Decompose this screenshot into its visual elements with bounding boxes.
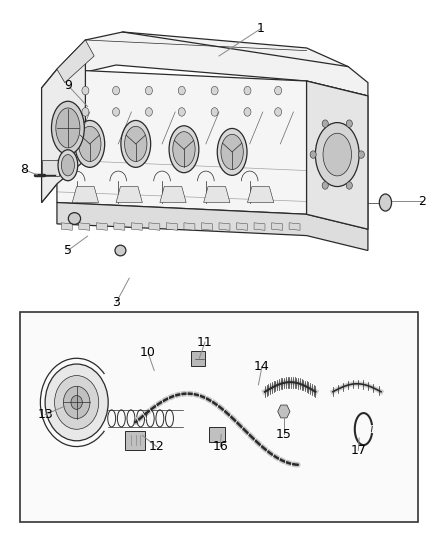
Circle shape	[82, 108, 89, 116]
Text: 9: 9	[64, 79, 72, 92]
Ellipse shape	[78, 126, 101, 161]
Polygon shape	[116, 187, 142, 203]
Polygon shape	[61, 223, 72, 230]
Ellipse shape	[61, 155, 74, 176]
Circle shape	[275, 86, 282, 95]
Circle shape	[82, 86, 89, 95]
Ellipse shape	[379, 194, 392, 211]
Polygon shape	[272, 223, 283, 230]
Ellipse shape	[173, 132, 195, 167]
Text: 17: 17	[350, 444, 366, 457]
Polygon shape	[72, 187, 99, 203]
Polygon shape	[57, 203, 368, 251]
Text: 14: 14	[254, 360, 270, 373]
Circle shape	[346, 120, 352, 127]
Circle shape	[322, 120, 328, 127]
Ellipse shape	[221, 134, 244, 169]
Circle shape	[55, 376, 99, 429]
Ellipse shape	[58, 150, 78, 181]
Polygon shape	[278, 405, 290, 418]
Text: 2: 2	[418, 195, 426, 208]
Circle shape	[145, 86, 152, 95]
Circle shape	[358, 151, 364, 158]
FancyBboxPatch shape	[191, 351, 205, 366]
Polygon shape	[219, 223, 230, 230]
Circle shape	[310, 151, 316, 158]
Ellipse shape	[115, 245, 126, 256]
Circle shape	[113, 86, 120, 95]
Circle shape	[322, 182, 328, 189]
Polygon shape	[247, 187, 274, 203]
Circle shape	[178, 108, 185, 116]
Circle shape	[64, 386, 90, 418]
Circle shape	[211, 86, 218, 95]
Polygon shape	[42, 40, 85, 203]
Polygon shape	[307, 81, 368, 229]
Ellipse shape	[323, 133, 351, 176]
Polygon shape	[237, 223, 247, 230]
Circle shape	[113, 108, 120, 116]
Circle shape	[178, 86, 185, 95]
Circle shape	[346, 182, 352, 189]
Ellipse shape	[217, 128, 247, 175]
Circle shape	[71, 395, 82, 409]
Circle shape	[45, 364, 108, 441]
Polygon shape	[57, 32, 368, 97]
FancyBboxPatch shape	[20, 312, 418, 522]
Polygon shape	[57, 40, 94, 83]
Polygon shape	[42, 69, 57, 203]
Text: 13: 13	[37, 408, 53, 421]
Polygon shape	[96, 223, 107, 230]
Text: 12: 12	[149, 440, 165, 453]
Ellipse shape	[56, 108, 80, 148]
Polygon shape	[131, 223, 142, 230]
Polygon shape	[42, 160, 59, 176]
Circle shape	[244, 108, 251, 116]
Polygon shape	[57, 69, 307, 214]
Ellipse shape	[52, 101, 84, 155]
Ellipse shape	[68, 213, 81, 224]
Polygon shape	[201, 223, 212, 230]
FancyBboxPatch shape	[209, 427, 225, 442]
Text: 3: 3	[112, 296, 120, 309]
Text: 8: 8	[20, 163, 28, 176]
Polygon shape	[160, 187, 186, 203]
Polygon shape	[307, 81, 368, 229]
Circle shape	[244, 86, 251, 95]
Polygon shape	[79, 223, 90, 230]
Ellipse shape	[75, 120, 105, 167]
Circle shape	[211, 108, 218, 116]
FancyBboxPatch shape	[125, 431, 145, 450]
Text: 16: 16	[212, 440, 228, 453]
Ellipse shape	[121, 120, 151, 167]
Circle shape	[275, 108, 282, 116]
Ellipse shape	[124, 126, 147, 161]
Text: 1: 1	[257, 22, 265, 35]
Text: 10: 10	[140, 346, 156, 359]
Text: 5: 5	[64, 244, 72, 257]
Ellipse shape	[169, 126, 199, 173]
Polygon shape	[114, 223, 125, 230]
Polygon shape	[204, 187, 230, 203]
Polygon shape	[184, 223, 195, 230]
Polygon shape	[149, 223, 160, 230]
Text: 15: 15	[276, 428, 292, 441]
Polygon shape	[254, 223, 265, 230]
Polygon shape	[289, 223, 300, 230]
Circle shape	[145, 108, 152, 116]
Ellipse shape	[315, 123, 359, 187]
Text: 11: 11	[197, 336, 213, 349]
Polygon shape	[166, 223, 177, 230]
